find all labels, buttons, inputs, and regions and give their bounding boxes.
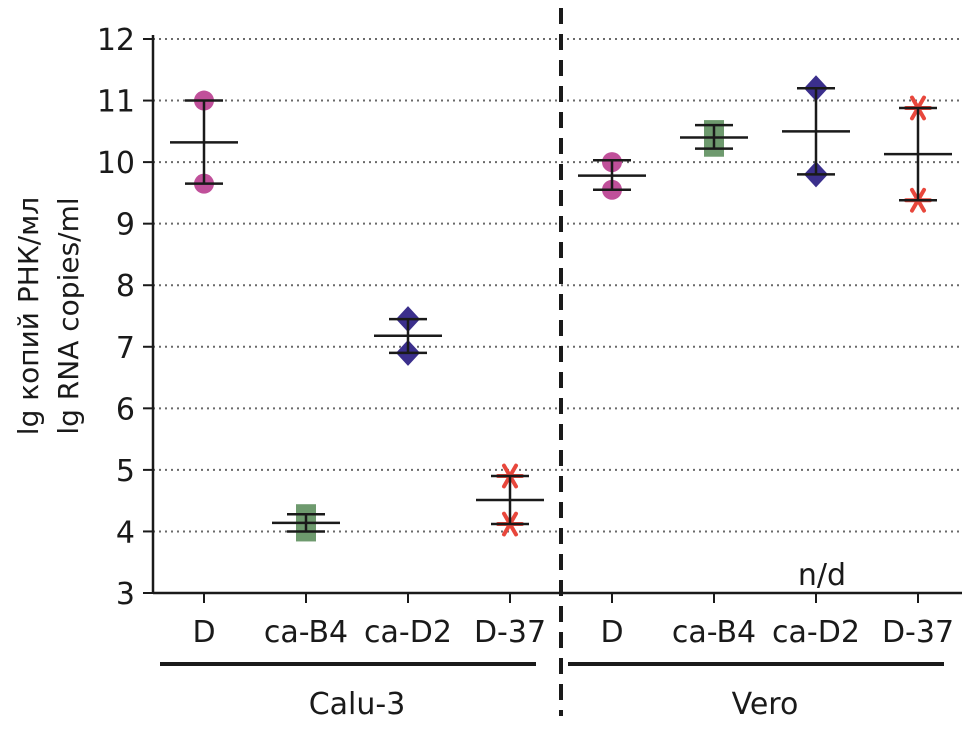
x-category-label: ca-B4 (672, 615, 756, 650)
y-tick-label: 7 (116, 331, 135, 366)
axes (143, 8, 962, 716)
group-label: Calu-3 (309, 687, 406, 722)
x-category-label: ca-D2 (364, 615, 452, 650)
data-marks (170, 75, 952, 542)
y-tick-label: 6 (116, 392, 135, 427)
y-tick-label: 9 (116, 208, 135, 243)
y-tick-label: 8 (116, 269, 135, 304)
group-label: Vero (732, 687, 799, 722)
x-category-label: ca-D2 (772, 615, 860, 650)
y-tick-label: 12 (97, 23, 135, 58)
annotation-nd: n/d (798, 558, 846, 593)
x-category-label: ca-B4 (264, 615, 348, 650)
x-category-label: D-37 (882, 615, 954, 650)
y-tick-label: 11 (97, 85, 135, 120)
y-axis-label: lg RNA copies/ml (52, 197, 85, 434)
y-tick-label: 4 (116, 515, 135, 550)
y-tick-label: 10 (97, 146, 135, 181)
x-category-label: D-37 (474, 615, 546, 650)
y-tick-label: 5 (116, 454, 135, 489)
x-category-label: D (192, 615, 215, 650)
gridlines (153, 38, 962, 533)
y-axis-label: lg копий РНК/мл (12, 197, 45, 435)
y-tick-label: 3 (116, 577, 135, 612)
x-category-label: D (600, 615, 623, 650)
labels: 3 4 5 6 7 8 9 10 11 12 lg копий РНК/мл lg RNA copie… (12, 23, 954, 722)
